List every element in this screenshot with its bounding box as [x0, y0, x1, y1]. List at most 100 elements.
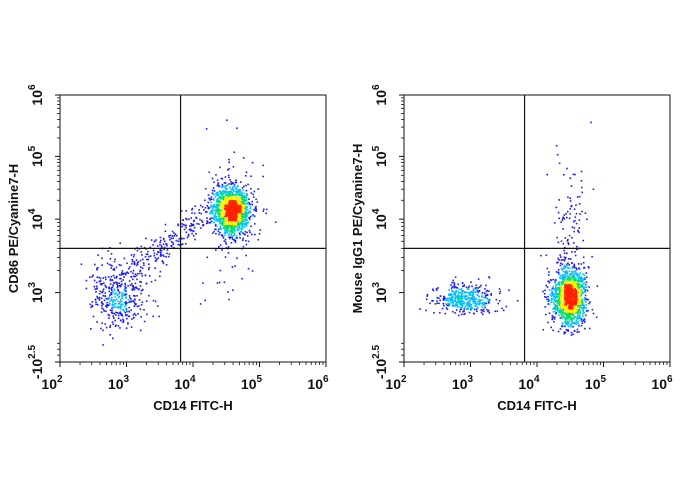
- x-tick-exponent: 3: [124, 374, 130, 385]
- event-dot: [120, 280, 123, 283]
- event-dot: [578, 317, 581, 319]
- event-dot: [120, 283, 123, 286]
- event-dot: [159, 250, 162, 252]
- event-dot: [566, 316, 569, 318]
- event-dot: [233, 230, 236, 233]
- event-dot: [239, 206, 241, 209]
- event-dot: [235, 235, 238, 237]
- event-dot: [569, 208, 571, 210]
- event-dot: [166, 244, 168, 247]
- event-dot: [137, 312, 139, 315]
- event-dot: [226, 207, 228, 209]
- event-dot: [575, 307, 578, 309]
- event-dot: [483, 301, 485, 304]
- event-dot: [573, 315, 575, 318]
- event-dot: [214, 228, 216, 231]
- event-dot: [576, 245, 578, 248]
- event-dot: [237, 205, 240, 208]
- event-dot: [113, 290, 116, 292]
- event-dot: [102, 344, 104, 346]
- event-dot: [588, 327, 591, 330]
- event-dot: [446, 297, 449, 300]
- event-dot: [208, 197, 210, 200]
- event-dot: [570, 262, 573, 264]
- event-dot: [192, 224, 195, 227]
- event-dot: [577, 312, 579, 315]
- event-dot: [246, 235, 249, 237]
- event-dot: [563, 252, 566, 254]
- plot-frame: [403, 94, 671, 363]
- event-dot: [591, 255, 593, 258]
- event-dot: [556, 301, 559, 304]
- event-dot: [592, 312, 595, 315]
- event-dot: [499, 290, 502, 293]
- event-dot: [124, 284, 127, 286]
- event-dot: [565, 298, 568, 300]
- event-dot: [562, 286, 565, 289]
- event-dot: [262, 210, 265, 212]
- event-dot: [170, 241, 173, 243]
- event-dot: [456, 305, 459, 308]
- event-dot: [217, 212, 220, 215]
- event-dot: [221, 190, 224, 192]
- event-dot: [132, 255, 135, 258]
- event-dot: [566, 286, 568, 288]
- event-dot: [555, 271, 558, 273]
- event-dot: [472, 312, 475, 315]
- event-dot: [117, 303, 120, 305]
- event-dot: [450, 287, 453, 290]
- event-dot: [562, 290, 565, 292]
- event-dot: [557, 211, 560, 214]
- event-dot: [111, 301, 114, 304]
- event-dot: [235, 187, 238, 189]
- event-dot: [236, 257, 238, 259]
- event-dot: [448, 304, 450, 306]
- event-dot: [224, 182, 227, 184]
- event-dot: [443, 304, 445, 307]
- event-dot: [561, 317, 563, 319]
- event-dot: [110, 287, 113, 289]
- event-dot: [238, 199, 241, 201]
- event-dot: [219, 200, 222, 203]
- event-dot: [234, 217, 236, 219]
- event-dot: [159, 236, 162, 239]
- event-dot: [570, 273, 573, 275]
- event-dot: [227, 184, 229, 186]
- event-dot: [227, 246, 230, 248]
- event-dot: [230, 221, 232, 224]
- event-dot: [557, 268, 560, 271]
- event-dot: [574, 285, 577, 287]
- event-dot: [172, 242, 174, 244]
- event-dot: [581, 307, 583, 309]
- event-dot: [569, 313, 571, 315]
- event-dot: [223, 190, 225, 192]
- event-dot: [198, 212, 201, 214]
- event-dot: [582, 311, 585, 313]
- event-dot: [132, 272, 134, 275]
- event-dot: [193, 226, 196, 229]
- event-dot: [560, 297, 562, 300]
- event-dot: [563, 314, 565, 317]
- event-dot: [566, 311, 569, 313]
- event-dot: [565, 279, 568, 282]
- event-dot: [577, 301, 580, 304]
- event-dot: [236, 226, 239, 229]
- event-dot: [563, 288, 565, 291]
- event-dot: [449, 299, 452, 301]
- event-dot: [232, 211, 235, 214]
- event-dot: [108, 290, 111, 293]
- event-dot: [237, 198, 239, 201]
- event-dot: [568, 264, 571, 266]
- event-dot: [96, 267, 98, 270]
- event-dot: [556, 309, 558, 311]
- event-dot: [451, 300, 454, 302]
- event-dot: [228, 202, 231, 205]
- event-dot: [204, 199, 206, 202]
- event-dot: [570, 284, 573, 287]
- event-dot: [582, 261, 585, 264]
- event-dot: [231, 198, 234, 200]
- event-dot: [251, 203, 253, 206]
- event-dot: [101, 322, 103, 324]
- event-dot: [247, 212, 250, 215]
- event-dot: [580, 263, 583, 265]
